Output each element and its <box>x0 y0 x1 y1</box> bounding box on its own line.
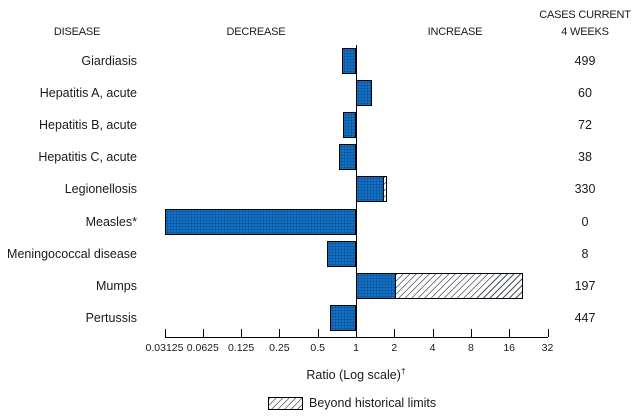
cases-current-4-weeks-value: 447 <box>574 310 596 325</box>
cases-current-4-weeks-value: 330 <box>574 182 596 197</box>
x-axis-tick-label: 32 <box>541 342 554 354</box>
ratio-bar <box>329 304 356 331</box>
x-axis-tick-label: 4 <box>429 342 436 354</box>
x-axis-tick-label: 0.5 <box>310 342 325 354</box>
x-axis-tick <box>470 329 472 337</box>
x-axis-tick <box>432 329 434 337</box>
ratio-bar <box>338 144 356 171</box>
column-header-disease: DISEASE <box>53 26 101 38</box>
x-axis-tick-label: 16 <box>503 342 516 354</box>
cases-current-4-weeks-value: 38 <box>578 150 592 165</box>
disease-label: Meningococcal disease <box>7 246 137 261</box>
cases-current-4-weeks-value: 8 <box>581 246 589 261</box>
x-axis-tick-label: 0.0625 <box>186 342 219 354</box>
x-axis-tick <box>509 329 511 337</box>
column-header-cases-line1: CASES CURRENT <box>539 9 631 21</box>
ratio-bar <box>164 208 356 235</box>
disease-label: Legionellosis <box>64 182 137 197</box>
beyond-historical-limits-bar <box>383 176 387 203</box>
x-axis-tick <box>317 329 319 337</box>
x-axis-tick <box>356 329 357 337</box>
ratio-bar <box>356 176 384 203</box>
disease-label: Mumps <box>96 278 137 293</box>
column-header-decrease: DECREASE <box>226 26 286 38</box>
x-axis-tick-label: 0.03125 <box>145 342 184 354</box>
column-header-increase: INCREASE <box>427 26 483 38</box>
column-header-cases-line2: 4 WEEKS <box>561 26 609 38</box>
x-axis-title-text: Ratio (Log scale) <box>306 368 401 383</box>
dagger-footnote-mark: † <box>400 366 406 376</box>
x-axis-tick <box>202 329 204 337</box>
cases-current-4-weeks-value: 0 <box>581 214 589 229</box>
disease-label: Giardiasis <box>81 54 137 68</box>
legend-label: Beyond historical limits <box>309 396 437 410</box>
ratio-bar <box>356 80 372 107</box>
beyond-historical-limits-swatch <box>268 397 303 410</box>
ratio-bar <box>326 240 356 267</box>
ratio-bar <box>356 272 397 299</box>
x-axis-line <box>164 337 548 338</box>
x-axis-tick <box>394 329 396 337</box>
x-axis-title: Ratio (Log scale)† <box>256 366 456 382</box>
cases-current-4-weeks-value: 499 <box>574 54 596 68</box>
x-axis-tick <box>164 329 166 337</box>
x-axis-tick <box>241 329 243 337</box>
x-axis-tick-label: 8 <box>467 342 474 354</box>
x-axis-tick-label: 0.125 <box>227 342 255 354</box>
x-axis-tick-label: 0.25 <box>269 342 290 354</box>
x-axis-tick-label: 2 <box>391 342 398 354</box>
cases-current-4-weeks-value: 197 <box>574 278 596 293</box>
beyond-historical-limits-bar <box>395 272 523 299</box>
baseline-ratio-1-line <box>355 45 357 337</box>
disease-label: Pertussis <box>85 310 137 325</box>
disease-label: Hepatitis C, acute <box>38 150 137 165</box>
ratio-bar <box>342 48 356 74</box>
disease-label: Measles* <box>85 214 137 229</box>
cases-current-4-weeks-value: 72 <box>578 118 592 133</box>
disease-label: Hepatitis A, acute <box>39 86 137 101</box>
disease-label: Hepatitis B, acute <box>39 118 137 133</box>
cases-current-4-weeks-value: 60 <box>578 86 592 101</box>
x-axis-tick-label: 1 <box>353 342 359 354</box>
x-axis-tick <box>547 329 549 337</box>
ratio-bar <box>342 112 356 139</box>
x-axis-tick <box>279 329 281 337</box>
